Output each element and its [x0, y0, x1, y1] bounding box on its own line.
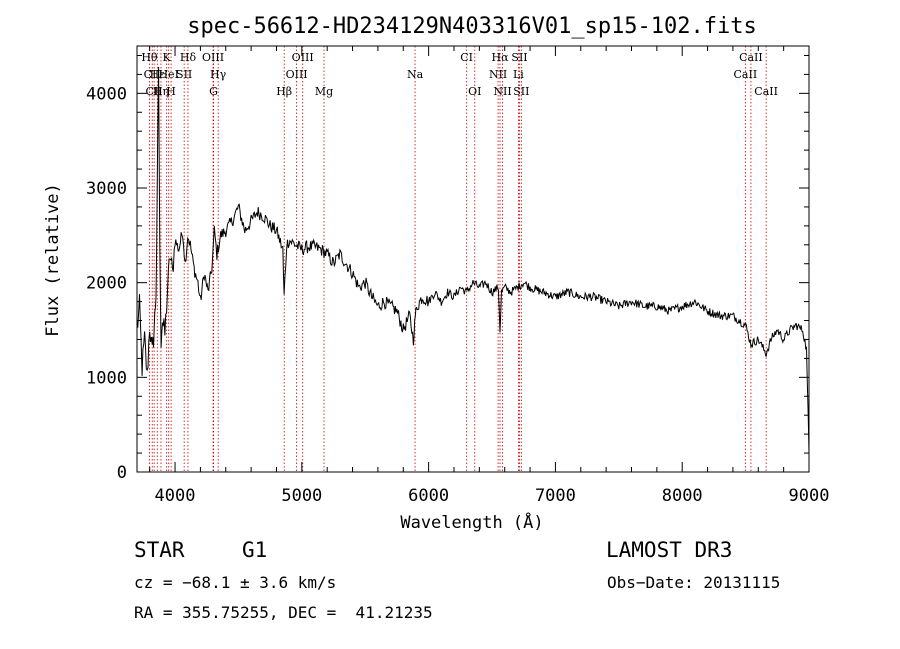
- spectral-line-label: CaII: [739, 51, 763, 64]
- spectral-line-label: Hε: [150, 68, 166, 81]
- spectral-line-label: OI: [468, 85, 481, 98]
- spectral-line-label: SII: [513, 85, 529, 98]
- x-tick-label: 6000: [408, 486, 449, 506]
- chart-title: spec-56612-HD234129N403316V01_sp15-102.f…: [187, 14, 757, 39]
- x-tick-label: 5000: [281, 486, 322, 506]
- spectral-line-label: CaII: [754, 85, 778, 98]
- spectral-line-label: HeI: [158, 68, 178, 81]
- spectral-line-label: OIII: [286, 68, 308, 81]
- spectral-line-label: Hη: [153, 85, 169, 98]
- spectral-line-label: Hγ: [210, 68, 227, 81]
- spectral-line-label: NII: [493, 85, 511, 98]
- spectral-line-markers: [149, 46, 767, 472]
- spectral-line-label: CII: [144, 68, 161, 81]
- y-tick-label: 3000: [86, 179, 127, 199]
- x-tick-label: 8000: [662, 486, 703, 506]
- y-tick-label: 0: [117, 463, 127, 483]
- spectral-line-label: G: [209, 85, 218, 98]
- x-axis-label: Wavelength (Å): [400, 511, 543, 533]
- survey-name: LAMOST DR3: [606, 538, 733, 562]
- spectral-line-label: Hδ: [180, 51, 197, 64]
- spectral-line-label: Li: [513, 68, 524, 81]
- spectral-line-label: OIII: [202, 51, 224, 64]
- spectral-line-label: CaII: [734, 68, 758, 81]
- y-axis-label: Flux (relative): [43, 183, 63, 337]
- spectral-line-label: Hβ: [276, 85, 292, 98]
- spectral-line-label: K: [163, 51, 172, 64]
- y-tick-label: 1000: [86, 368, 127, 388]
- coords-text: RA = 355.75255, DEC = 41.21235: [134, 603, 433, 622]
- spectral-line-label: SII: [511, 51, 527, 64]
- spectral-line-label: Na: [407, 68, 424, 81]
- spectral-line-label: Mg: [315, 85, 333, 98]
- spectral-line-label: OIII: [292, 51, 314, 64]
- y-tick-label: 2000: [86, 274, 127, 294]
- spectrum-series-line: [136, 66, 810, 454]
- x-tick-label: 7000: [535, 486, 576, 506]
- x-tick-label: 4000: [155, 486, 196, 506]
- y-axis-ticks: 0 1000 2000 3000 4000: [86, 54, 809, 483]
- spectral-line-label: Hα: [491, 51, 509, 64]
- spectral-line-label: Hθ: [141, 51, 158, 64]
- y-tick-label: 4000: [86, 84, 127, 104]
- spectral-line-label: SII: [176, 68, 192, 81]
- obs-date-text: Obs−Date: 20131115: [607, 573, 781, 592]
- object-class: STAR: [134, 538, 185, 562]
- spectral-line-label: CI: [460, 51, 473, 64]
- spectral-line-label: H: [166, 85, 176, 98]
- x-axis-ticks: 4000 5000 6000 7000 8000 9000: [149, 46, 830, 506]
- plot-frame: [136, 45, 810, 473]
- object-subclass: G1: [242, 538, 268, 562]
- velocity-text: cz = −68.1 ± 3.6 km/s: [134, 573, 337, 592]
- spectral-line-label: NII: [489, 68, 507, 81]
- x-tick-label: 9000: [789, 486, 830, 506]
